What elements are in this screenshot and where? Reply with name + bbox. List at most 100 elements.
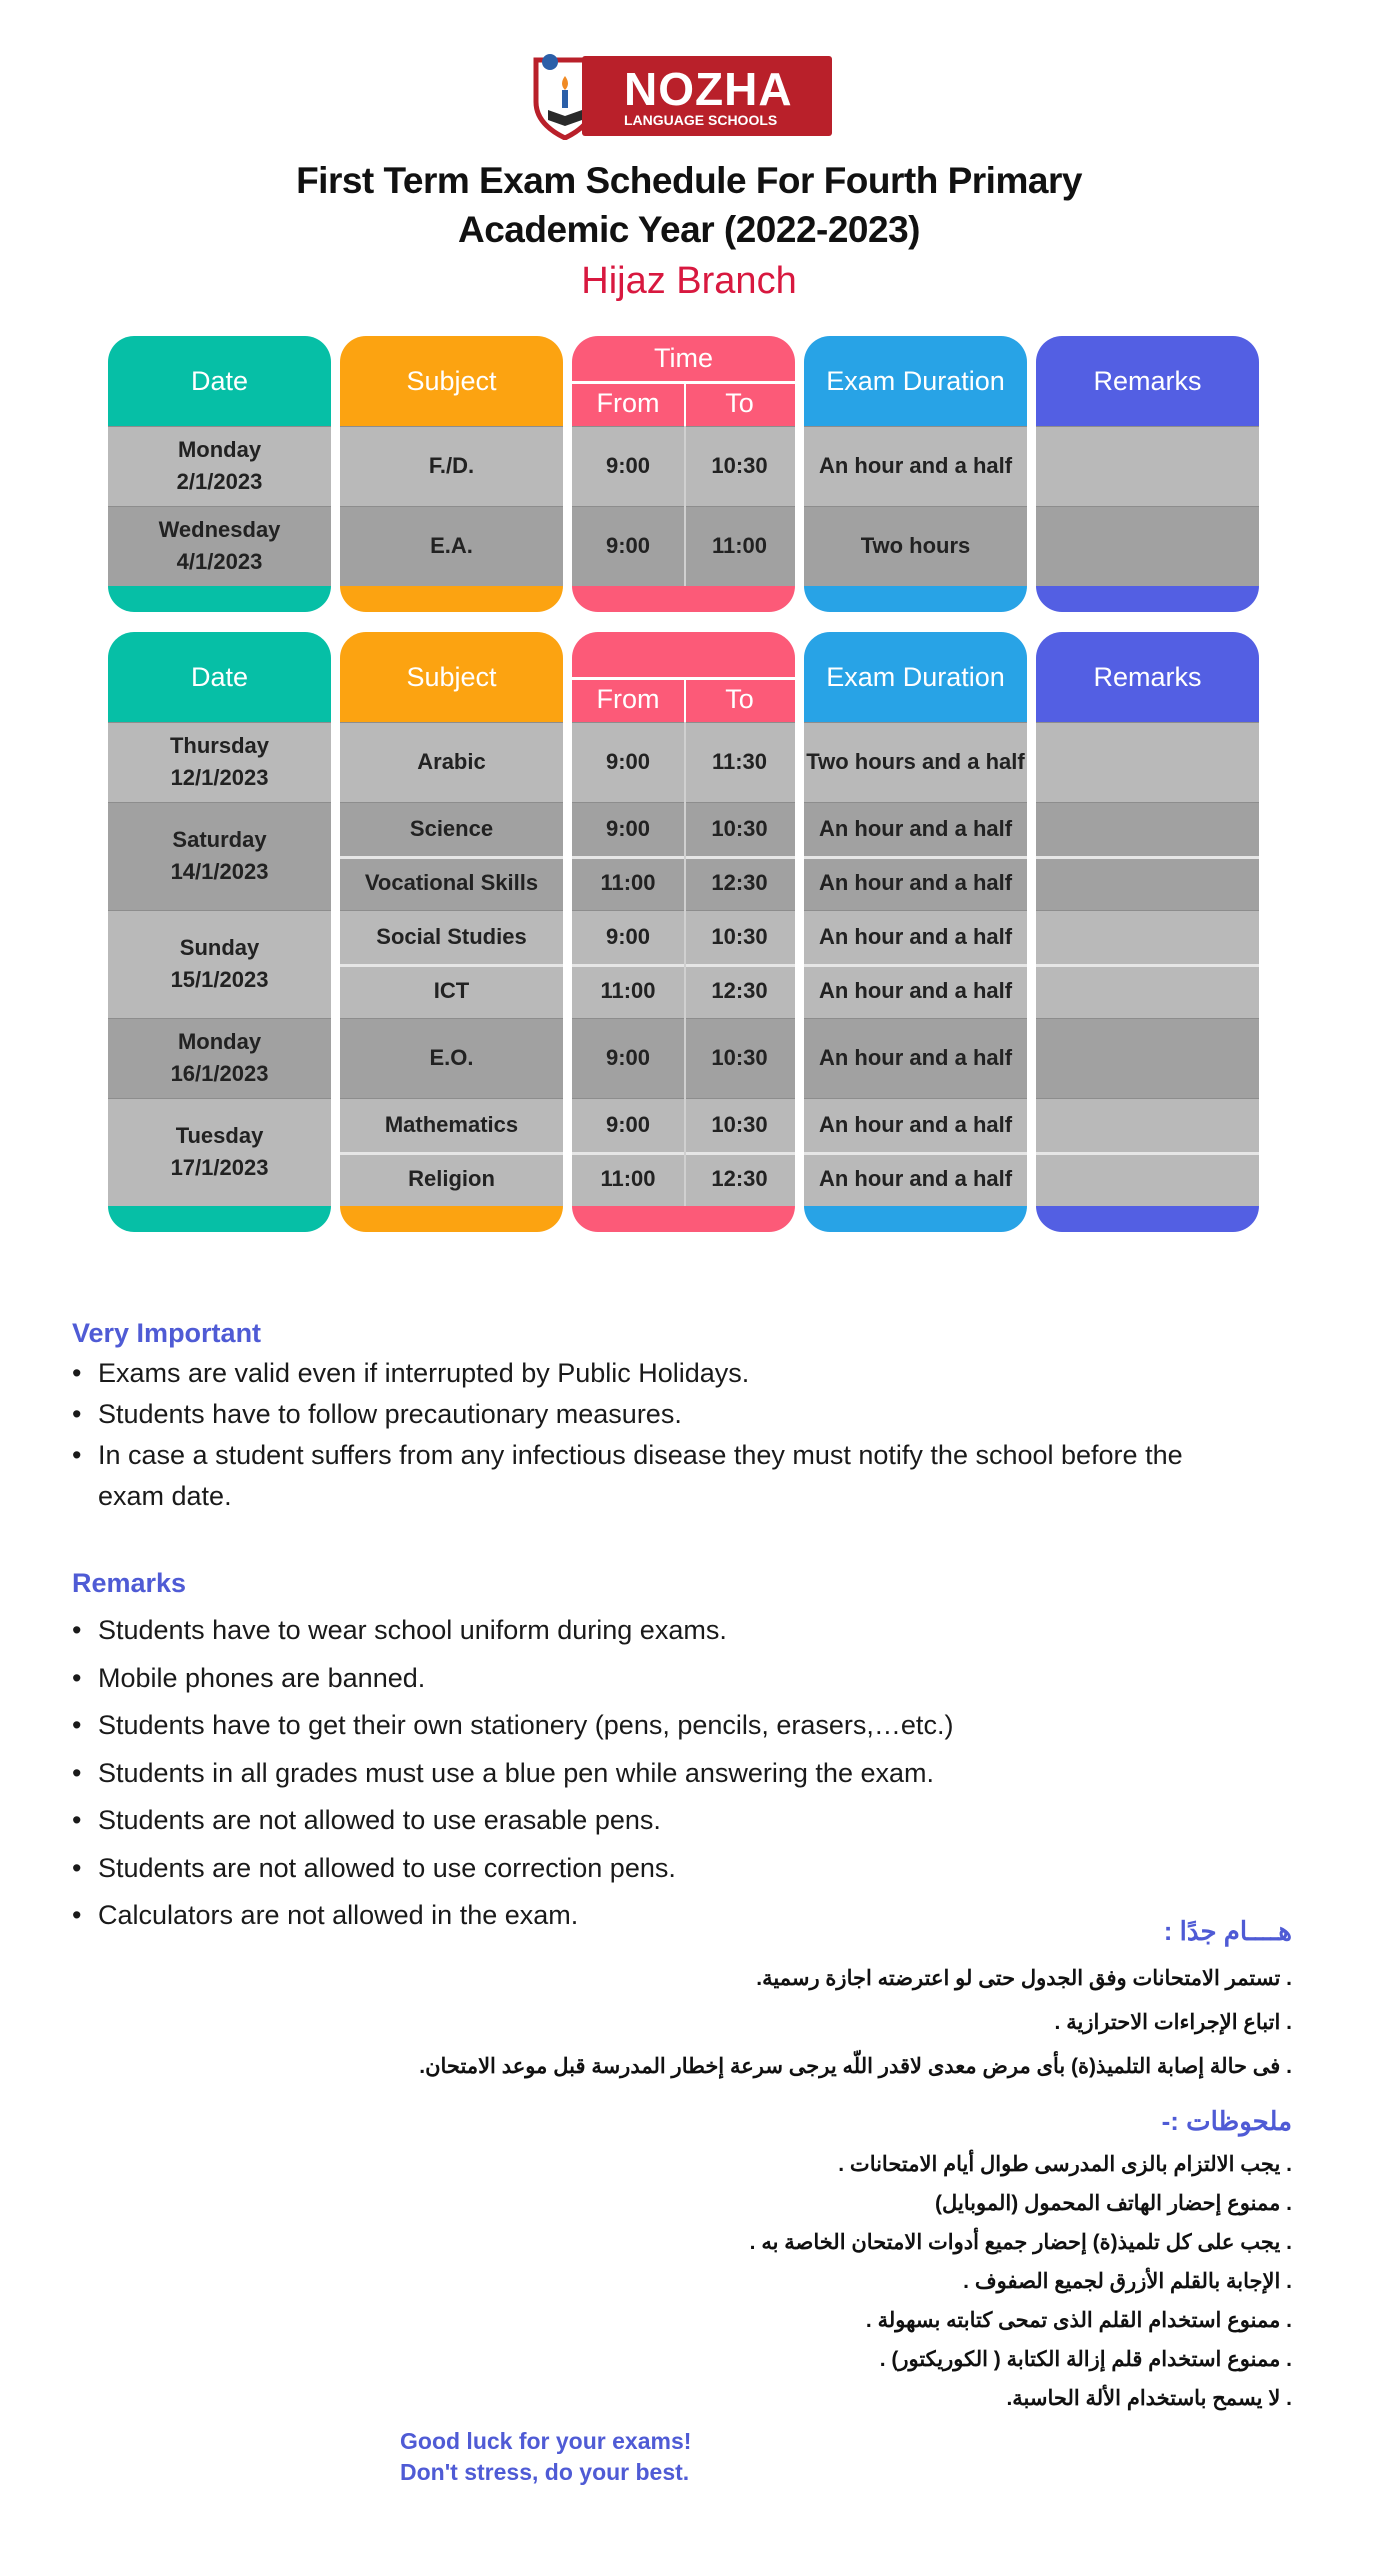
arabic-important-heading: هــــام جدًا : bbox=[1163, 1916, 1292, 1946]
arabic-list-item: . ممنوع إحضار الهاتف المحمول (الموبايل) bbox=[935, 2192, 1292, 2215]
row-cell-background bbox=[804, 426, 1027, 506]
date-cell: Tuesday 17/1/2023 bbox=[108, 1098, 331, 1206]
header-remarks: Remarks bbox=[1093, 661, 1202, 692]
remarks-heading: Remarks bbox=[72, 1568, 187, 1598]
date-label: 2/1/2023 bbox=[176, 469, 263, 494]
arabic-list-item: . تستمر الامتحانات وفق الجدول حتى لو اعت… bbox=[756, 1967, 1292, 1990]
date-cell: Saturday 14/1/2023 bbox=[108, 802, 331, 910]
from-cell: 9:00 bbox=[605, 749, 651, 775]
row-cell-background bbox=[572, 1018, 795, 1098]
arabic-list-item: . يجب الالتزام بالزى المدرسى طوال أيام ا… bbox=[838, 2153, 1292, 2176]
logo-name: NOZHA bbox=[624, 63, 793, 115]
row-cell-background bbox=[108, 802, 331, 910]
bullet-icon: • bbox=[72, 1757, 82, 1788]
from-cell: 9:00 bbox=[605, 816, 651, 842]
from-cell: 11:00 bbox=[600, 870, 656, 896]
page-title-line2: Academic Year (2022-2023) bbox=[458, 209, 920, 250]
list-item: • Mobile phones are banned. bbox=[72, 1663, 425, 1694]
subrow-divider bbox=[340, 1152, 563, 1155]
header-divider bbox=[572, 381, 795, 384]
list-item-text: Students in all grades must use a blue p… bbox=[98, 1757, 934, 1788]
subrow-divider bbox=[572, 964, 795, 967]
duration-cell: An hour and a half bbox=[818, 870, 1013, 896]
row-cell-background bbox=[572, 426, 795, 506]
to-cell: 10:30 bbox=[711, 924, 768, 950]
date-label: 16/1/2023 bbox=[170, 1061, 269, 1086]
header-subject: Subject bbox=[406, 661, 497, 692]
arabic-list-item: . الإجابة بالقلم الأزرق لجميع الصفوف . bbox=[963, 2270, 1292, 2293]
arabic-list-item: . ممنوع استخدام القلم الذى تمحى كتابته ب… bbox=[865, 2309, 1292, 2332]
bullet-icon: • bbox=[72, 1805, 82, 1835]
row-cell-background bbox=[108, 426, 331, 506]
list-item: • Students are not allowed to use correct… bbox=[72, 1853, 676, 1884]
list-item: • Students are not allowed to use erasabl… bbox=[72, 1805, 661, 1836]
date-cell: Monday 16/1/2023 bbox=[108, 1018, 331, 1098]
date-label: 15/1/2023 bbox=[170, 967, 269, 992]
list-item-text: Exams are valid even if interrupted by P… bbox=[98, 1358, 750, 1388]
time-divider bbox=[684, 802, 686, 910]
from-cell: 9:00 bbox=[605, 453, 651, 479]
duration-cell: An hour and a half bbox=[818, 453, 1013, 479]
day-label: Sunday bbox=[179, 935, 260, 961]
row-cell-background bbox=[1036, 1018, 1259, 1098]
list-item-text: Students have to follow precautionary me… bbox=[98, 1399, 682, 1429]
day-label: Tuesday bbox=[175, 1123, 264, 1149]
header-from: From bbox=[596, 684, 660, 714]
arabic-list-item: . لا يسمح باستخدام الألة الحاسبة. bbox=[1006, 2387, 1292, 2410]
list-item: • Students have to follow precautionary m… bbox=[72, 1399, 682, 1430]
bullet-icon: • bbox=[72, 1440, 82, 1470]
to-cell: 11:30 bbox=[711, 749, 768, 775]
footer-line2: Don't stress, do your best. bbox=[400, 2459, 690, 2485]
list-item: • In case a student suffers from any infe… bbox=[72, 1440, 1183, 1471]
list-item-text: In case a student suffers from any infec… bbox=[98, 1440, 1183, 1470]
to-cell: 10:30 bbox=[711, 453, 768, 479]
row-cell-background bbox=[804, 722, 1027, 802]
row-cell-background bbox=[108, 910, 331, 1018]
subject-cell: E.O. bbox=[429, 1045, 474, 1071]
list-item-text: Calculators are not allowed in the exam. bbox=[98, 1900, 579, 1930]
date-cell: Thursday 12/1/2023 bbox=[108, 722, 331, 802]
duration-cell: An hour and a half bbox=[818, 816, 1013, 842]
branch-name: Hijaz Branch bbox=[581, 260, 797, 302]
bullet-icon: • bbox=[72, 1662, 82, 1693]
shield-crest-icon bbox=[533, 54, 597, 140]
bullet-icon: • bbox=[72, 1710, 82, 1740]
subrow-divider bbox=[1036, 964, 1259, 967]
duration-cell: An hour and a half bbox=[818, 1112, 1013, 1138]
arabic-list-item: . ممنوع استخدام قلم إزالة الكتابة ( الكو… bbox=[879, 2348, 1292, 2371]
header-remarks: Remarks bbox=[1093, 365, 1202, 396]
header-date: Date bbox=[190, 365, 249, 396]
from-cell: 9:00 bbox=[605, 533, 651, 559]
subrow-divider bbox=[804, 964, 1027, 967]
subject-cell: ICT bbox=[433, 978, 470, 1004]
list-item-text: Students have to get their own stationer… bbox=[98, 1710, 954, 1740]
to-cell: 12:30 bbox=[711, 1166, 768, 1192]
date-label: 4/1/2023 bbox=[176, 549, 263, 574]
header-date: Date bbox=[190, 661, 249, 692]
bullet-icon: • bbox=[72, 1852, 82, 1883]
subrow-divider bbox=[1036, 1152, 1259, 1155]
row-cell-background bbox=[108, 1098, 331, 1206]
subject-cell: Arabic bbox=[417, 749, 486, 775]
date-cell: Sunday 15/1/2023 bbox=[108, 910, 331, 1018]
row-cell-background bbox=[804, 1018, 1027, 1098]
time-divider bbox=[684, 722, 686, 802]
list-item: • Calculators are not allowed in the exam… bbox=[72, 1900, 578, 1931]
duration-cell: An hour and a half bbox=[818, 1166, 1013, 1192]
header-divider bbox=[684, 381, 686, 426]
subject-cell: Mathematics bbox=[384, 1112, 519, 1138]
list-item: • Exams are valid even if interrupted by … bbox=[72, 1358, 749, 1389]
duration-cell: An hour and a half bbox=[818, 1045, 1013, 1071]
time-divider bbox=[684, 1018, 686, 1098]
arabic-remarks-heading: ملحوظات :- bbox=[1161, 2106, 1292, 2136]
subrow-divider bbox=[340, 964, 563, 967]
from-cell: 11:00 bbox=[600, 978, 656, 1004]
to-cell: 12:30 bbox=[711, 870, 768, 896]
row-cell-background bbox=[340, 722, 563, 802]
day-label: Thursday bbox=[169, 733, 270, 759]
list-item-text: exam date. bbox=[98, 1481, 232, 1511]
subrow-divider bbox=[1036, 856, 1259, 859]
list-item-text: Students are not allowed to use erasable… bbox=[98, 1805, 661, 1835]
header-divider bbox=[572, 677, 795, 680]
duration-cell: An hour and a half bbox=[818, 924, 1013, 950]
